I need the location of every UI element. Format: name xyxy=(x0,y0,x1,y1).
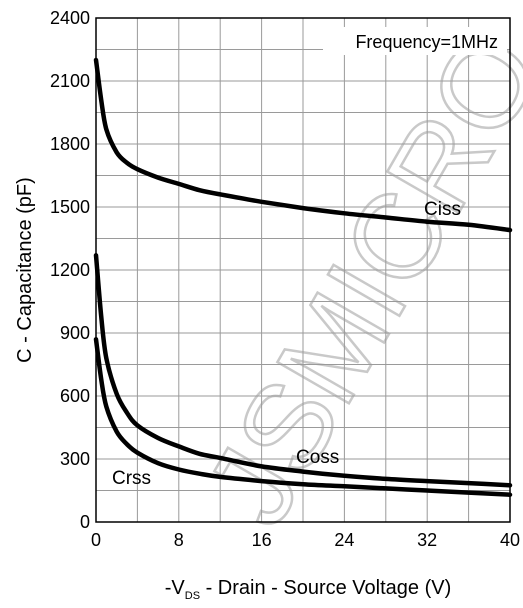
y-tick-label: 600 xyxy=(60,386,90,406)
x-tick-label: 40 xyxy=(500,530,520,550)
series-line-coss xyxy=(93,253,513,488)
series-label-crss: Crss xyxy=(112,468,151,489)
x-tick-label: 32 xyxy=(417,530,437,550)
annotation-background xyxy=(323,27,507,55)
series-label-coss: Coss xyxy=(296,447,339,468)
series-line-ciss xyxy=(93,57,513,233)
x-tick-label: 0 xyxy=(91,530,101,550)
x-tick-label: 8 xyxy=(174,530,184,550)
x-axis-title-prefix: -V xyxy=(165,577,186,599)
y-tick-label: 0 xyxy=(80,512,90,532)
x-axis-title-subscript: DS xyxy=(185,590,200,602)
y-tick-label: 900 xyxy=(60,323,90,343)
watermark: JSMICRO xyxy=(179,10,523,547)
y-tick-label: 1500 xyxy=(50,197,90,217)
y-tick-label: 300 xyxy=(60,449,90,469)
x-axis-title-suffix: - Drain - Source Voltage (V) xyxy=(200,577,451,599)
y-tick-label: 2400 xyxy=(50,8,90,28)
y-axis-ticks: 0 300 600 900 1200 1500 1800 2100 2400 xyxy=(50,8,90,532)
series-line-crss xyxy=(93,337,513,497)
x-axis-title: -VDS - Drain - Source Voltage (V) xyxy=(165,577,452,602)
y-tick-label: 1200 xyxy=(50,260,90,280)
y-tick-label: 1800 xyxy=(50,134,90,154)
y-axis-title: C - Capacitance (pF) xyxy=(14,177,36,363)
frequency-annotation: Frequency=1MHz xyxy=(355,32,498,52)
series-curves xyxy=(93,57,513,497)
x-tick-label: 24 xyxy=(334,530,354,550)
series-label-ciss: Ciss xyxy=(424,199,461,220)
x-tick-label: 16 xyxy=(252,530,272,550)
y-tick-label: 2100 xyxy=(50,71,90,91)
watermark-text: JSMICRO xyxy=(180,12,523,547)
x-axis-ticks: 0 8 16 24 32 40 xyxy=(91,530,520,550)
